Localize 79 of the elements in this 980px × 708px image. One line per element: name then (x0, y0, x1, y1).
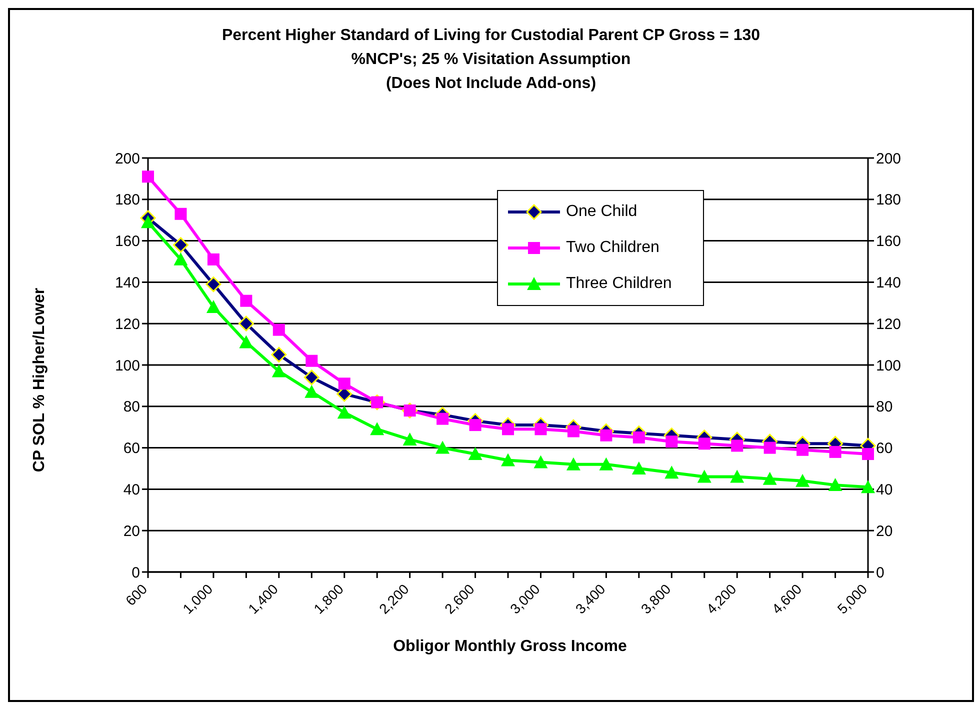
point (861, 480, 875, 494)
x-tick-label: 600 (122, 580, 150, 609)
point (731, 440, 744, 452)
point (436, 440, 450, 454)
point (862, 448, 874, 460)
point (239, 335, 254, 348)
y-tick-label: 0 (132, 564, 140, 582)
point (468, 447, 482, 460)
point (566, 457, 580, 470)
legend-label: Three Children (566, 275, 672, 293)
point (698, 438, 710, 450)
point (306, 354, 318, 367)
y-tick-label: 200 (114, 150, 140, 168)
point (207, 253, 220, 266)
point (271, 346, 287, 362)
point (828, 478, 842, 492)
point (534, 455, 548, 468)
y-tick-label: 160 (114, 233, 140, 250)
y2-tick-label: 40 (876, 482, 893, 499)
point (436, 412, 449, 425)
point (829, 446, 842, 458)
point (796, 474, 810, 487)
point (142, 170, 154, 183)
chart-subtitle: (Does Not Include Add-ons) (384, 74, 598, 94)
y2-tick-label: 60 (876, 440, 893, 458)
y2-tick-label: 120 (876, 316, 902, 333)
point (469, 419, 482, 432)
y-tick-label: 40 (123, 482, 140, 499)
point (632, 431, 645, 444)
y-axis-title: CP SOL % Higher/Lower (31, 288, 49, 472)
chart-title: Percent Higher Standard of Living for Custodial Parent CP Gross = 130 %NCP's; 25 % Visitation Assumption (220, 26, 762, 70)
point (174, 208, 187, 220)
y-tick-label: 100 (114, 357, 140, 374)
point (272, 364, 286, 378)
point (764, 442, 776, 454)
point (534, 423, 547, 436)
point (600, 429, 612, 442)
y2-tick-label: 200 (876, 150, 902, 168)
point (172, 237, 188, 253)
legend-label: Two Children (566, 239, 660, 257)
y2-tick-label: 180 (876, 192, 902, 209)
point (338, 378, 350, 390)
y2-tick-label: 160 (876, 233, 902, 250)
y-tick-label: 20 (123, 522, 140, 540)
point (664, 466, 679, 479)
point (337, 406, 352, 419)
y-tick-label: 80 (123, 398, 140, 416)
point (730, 470, 744, 483)
legend-label: One Child (566, 203, 638, 221)
y-tick-label: 60 (123, 440, 140, 458)
y2-tick-label: 140 (876, 274, 902, 292)
y2-tick-label: 80 (876, 398, 893, 416)
point (238, 316, 254, 332)
point (599, 457, 614, 470)
y-tick-label: 120 (114, 316, 140, 333)
point (697, 470, 712, 483)
point (502, 423, 514, 436)
point (206, 276, 222, 292)
y-tick-label: 140 (114, 274, 140, 292)
point (304, 370, 320, 386)
point (174, 252, 188, 266)
point (272, 324, 285, 336)
x-axis-title: Obligor Monthly Gross Income (392, 638, 628, 656)
point (501, 453, 515, 466)
point (402, 432, 417, 446)
point (666, 436, 678, 448)
point (762, 472, 777, 485)
point (304, 384, 319, 398)
point (370, 422, 384, 436)
point (206, 300, 220, 314)
point (796, 444, 809, 456)
point (240, 294, 252, 307)
y2-tick-label: 0 (876, 564, 884, 582)
y2-tick-label: 100 (876, 357, 902, 374)
point (632, 462, 646, 474)
point (567, 425, 580, 438)
y-tick-label: 180 (114, 192, 140, 209)
point (141, 215, 155, 228)
y2-tick-label: 20 (876, 522, 893, 540)
